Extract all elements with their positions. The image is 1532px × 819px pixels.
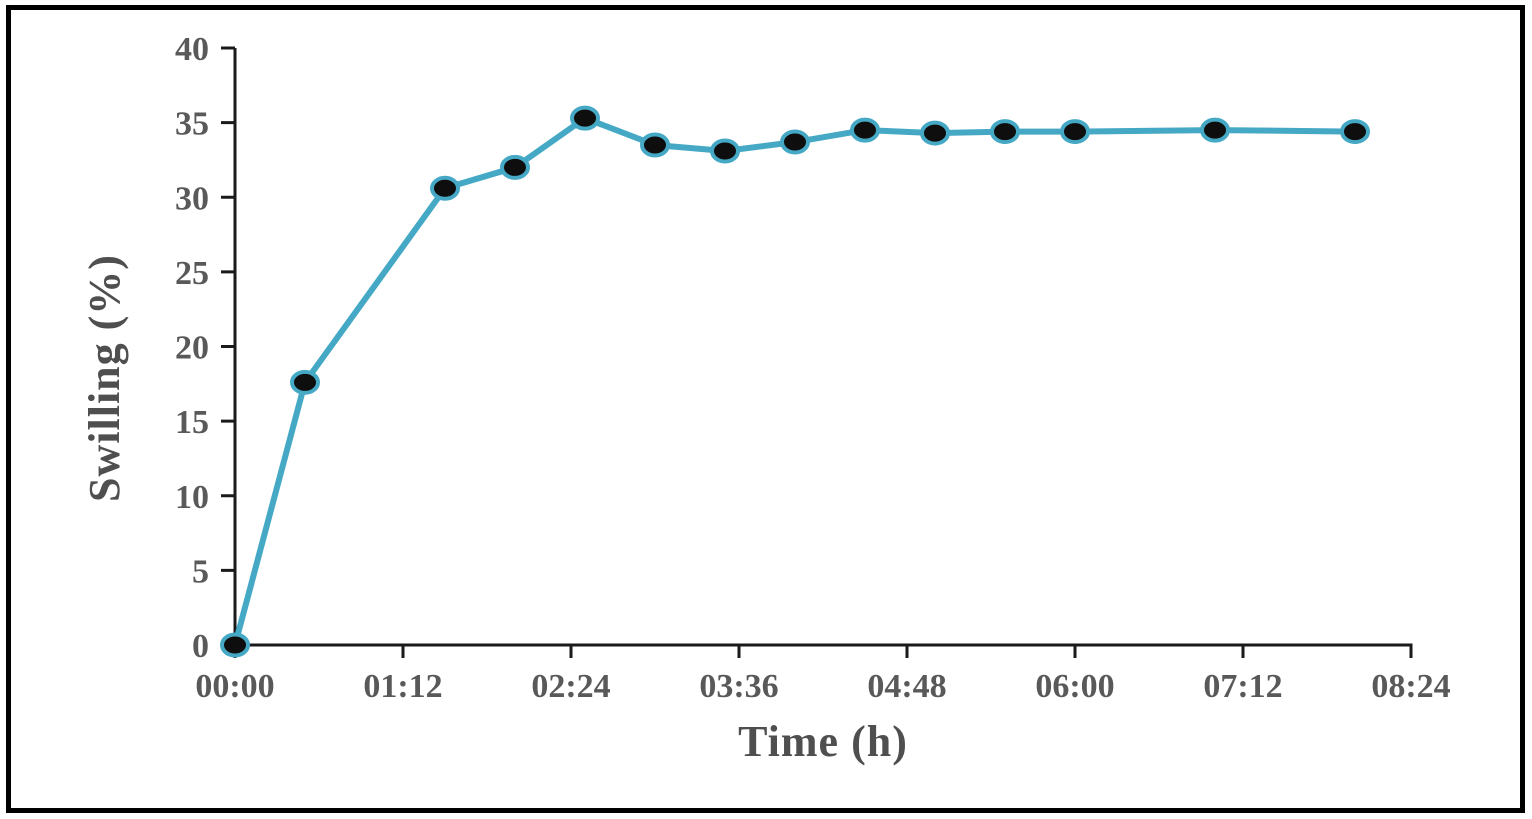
data-point-marker <box>500 154 530 180</box>
x-tick-label: 00:00 <box>195 668 274 705</box>
data-point-marker <box>1340 119 1370 145</box>
y-tick-label: 30 <box>175 180 209 217</box>
x-tick-label: 04:48 <box>867 668 946 705</box>
x-tick-label: 08:24 <box>1371 668 1450 705</box>
data-point-marker <box>850 117 880 143</box>
x-tick-label: 06:00 <box>1035 668 1114 705</box>
y-tick-label: 15 <box>175 404 209 441</box>
data-point-marker <box>640 132 670 158</box>
data-point-marker <box>570 105 600 131</box>
data-point-marker <box>430 175 460 201</box>
y-tick-label: 40 <box>175 31 209 68</box>
data-point-marker <box>1200 117 1230 143</box>
x-tick-label: 02:24 <box>531 668 610 705</box>
y-tick-label: 25 <box>175 255 209 292</box>
data-point-marker <box>780 129 810 155</box>
y-tick-label: 20 <box>175 330 209 367</box>
data-point-marker <box>290 369 320 395</box>
x-tick-label: 03:36 <box>699 668 778 705</box>
y-tick-label: 35 <box>175 106 209 143</box>
y-tick-label: 10 <box>175 479 209 516</box>
data-point-marker <box>220 632 250 658</box>
x-tick-label: 07:12 <box>1203 668 1282 705</box>
data-point-marker <box>1060 119 1090 145</box>
series-line <box>232 115 1358 648</box>
data-point-marker <box>710 138 740 164</box>
x-tick-label: 01:12 <box>363 668 442 705</box>
y-tick-label: 5 <box>192 553 209 590</box>
data-point-marker <box>990 119 1020 145</box>
data-point-marker <box>920 120 950 146</box>
y-tick-label: 0 <box>192 628 209 665</box>
